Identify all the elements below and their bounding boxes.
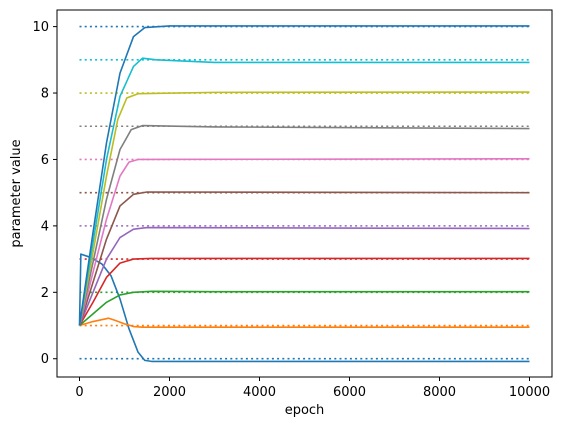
x-tick-label: 4000 [243, 385, 276, 400]
y-tick-label: 10 [32, 20, 49, 35]
series-line-4 [80, 228, 530, 326]
x-tick-label: 10000 [509, 385, 550, 400]
x-tick-label: 2000 [153, 385, 186, 400]
y-tick-label: 8 [41, 87, 49, 102]
y-tick-label: 2 [41, 286, 49, 301]
y-tick-label: 4 [41, 219, 49, 234]
series-line-0 [80, 254, 530, 361]
y-tick-label: 0 [41, 352, 49, 367]
y-tick-label: 6 [41, 153, 49, 168]
y-axis-label: parameter value [9, 139, 24, 247]
x-tick-label: 6000 [333, 385, 366, 400]
y-axis: 0 2 4 6 8 10 [32, 20, 57, 367]
x-tick-label: 8000 [423, 385, 456, 400]
series-line-6 [80, 159, 530, 326]
x-axis-label: epoch [285, 403, 325, 418]
x-tick-label: 0 [75, 385, 83, 400]
plot-frame [57, 10, 552, 377]
x-axis: 0 2000 4000 6000 8000 10000 [75, 377, 550, 400]
series-lines [80, 26, 530, 361]
series-line-10 [80, 26, 530, 326]
series-line-2 [80, 291, 530, 325]
